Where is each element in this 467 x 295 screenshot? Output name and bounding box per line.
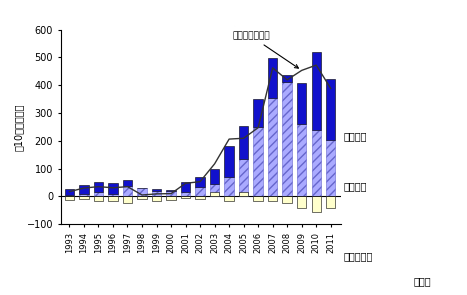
Bar xyxy=(283,196,292,202)
Bar xyxy=(181,196,190,198)
Bar xyxy=(311,196,321,212)
Bar xyxy=(181,192,190,196)
Bar xyxy=(210,192,219,196)
Bar xyxy=(210,169,219,183)
Bar xyxy=(254,196,263,201)
Bar xyxy=(268,58,277,98)
Bar xyxy=(268,196,277,201)
Bar xyxy=(65,189,74,195)
Text: 外貨準備の増分: 外貨準備の増分 xyxy=(232,32,298,68)
Bar xyxy=(123,196,132,203)
Text: 経常収支: 経常収支 xyxy=(343,181,367,191)
Bar xyxy=(123,186,132,196)
Bar xyxy=(108,183,118,194)
Text: 資本収支: 資本収支 xyxy=(343,131,367,141)
Bar xyxy=(108,196,118,201)
Y-axis label: （10億米ドル）: （10億米ドル） xyxy=(14,103,24,151)
Bar xyxy=(326,79,335,140)
Bar xyxy=(137,196,147,199)
Bar xyxy=(297,124,306,196)
Bar xyxy=(326,140,335,196)
Bar xyxy=(65,195,74,196)
Bar xyxy=(65,196,74,200)
Bar xyxy=(123,180,132,186)
Bar xyxy=(94,192,103,196)
Bar xyxy=(152,191,161,196)
Bar xyxy=(137,188,147,196)
Bar xyxy=(283,82,292,196)
Bar xyxy=(297,83,306,124)
Bar xyxy=(311,130,321,196)
Text: 誤差・脱漏: 誤差・脱漏 xyxy=(343,252,373,262)
Bar xyxy=(181,182,190,192)
Bar xyxy=(195,196,205,199)
Bar xyxy=(195,178,205,187)
Bar xyxy=(166,190,176,191)
Bar xyxy=(79,194,89,196)
Bar xyxy=(94,196,103,201)
Bar xyxy=(225,146,234,177)
Bar xyxy=(254,99,263,127)
Text: （年）: （年） xyxy=(413,276,431,286)
Bar xyxy=(166,191,176,196)
Bar xyxy=(283,75,292,82)
Bar xyxy=(225,196,234,201)
Bar xyxy=(239,192,248,196)
Bar xyxy=(79,196,89,199)
Bar xyxy=(152,189,161,191)
Bar xyxy=(254,127,263,196)
Bar xyxy=(326,196,335,207)
Bar xyxy=(79,185,89,194)
Bar xyxy=(297,196,306,208)
Bar xyxy=(268,98,277,196)
Bar xyxy=(152,196,161,201)
Bar xyxy=(94,182,103,192)
Bar xyxy=(108,194,118,196)
Bar xyxy=(225,177,234,196)
Bar xyxy=(239,126,248,159)
Bar xyxy=(210,183,219,196)
Bar xyxy=(166,196,176,200)
Bar xyxy=(311,52,321,130)
Bar xyxy=(195,187,205,196)
Bar xyxy=(239,159,248,196)
